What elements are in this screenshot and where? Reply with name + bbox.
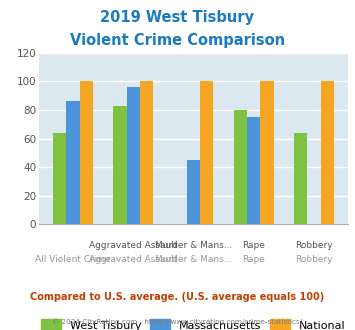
Bar [294, 133, 307, 224]
Text: 2019 West Tisbury: 2019 West Tisbury [100, 10, 255, 25]
Text: © 2024 CityRating.com - https://www.cityrating.com/crime-statistics/: © 2024 CityRating.com - https://www.city… [53, 318, 302, 325]
Text: Murder & Mans...: Murder & Mans... [155, 241, 232, 250]
Text: Murder & Mans...: Murder & Mans... [155, 255, 232, 264]
Bar [140, 82, 153, 224]
Bar [187, 160, 200, 224]
Text: Aggravated Assault: Aggravated Assault [89, 241, 178, 250]
Bar [127, 87, 140, 224]
Legend: West Tisbury, Massachusetts, National: West Tisbury, Massachusetts, National [41, 319, 346, 330]
Bar [247, 117, 260, 224]
Bar [66, 101, 80, 224]
Text: Violent Crime Comparison: Violent Crime Comparison [70, 33, 285, 48]
Text: Compared to U.S. average. (U.S. average equals 100): Compared to U.S. average. (U.S. average … [31, 292, 324, 302]
Text: Robbery: Robbery [295, 255, 333, 264]
Bar [321, 82, 334, 224]
Bar [260, 82, 274, 224]
Text: Aggravated Assault: Aggravated Assault [89, 255, 178, 264]
Bar [80, 82, 93, 224]
Bar [200, 82, 213, 224]
Bar [113, 106, 127, 224]
Text: Robbery: Robbery [295, 241, 333, 250]
Bar [234, 110, 247, 224]
Text: All Violent Crime: All Violent Crime [35, 255, 111, 264]
Text: Rape: Rape [242, 255, 265, 264]
Text: Rape: Rape [242, 241, 265, 250]
Bar [53, 133, 66, 224]
